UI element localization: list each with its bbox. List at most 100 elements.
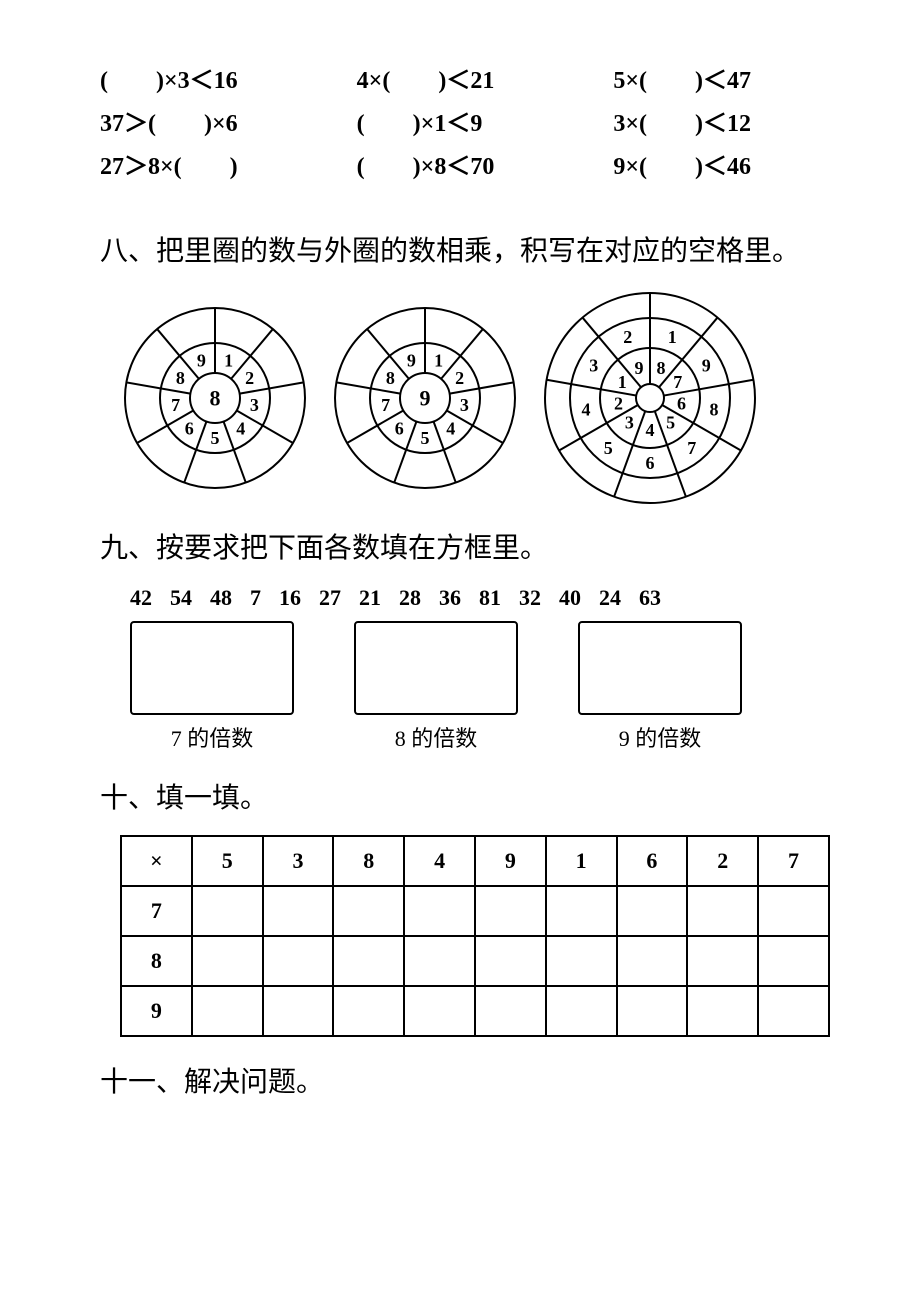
svg-text:2: 2 bbox=[245, 368, 254, 388]
number-item: 27 bbox=[319, 585, 341, 611]
svg-text:3: 3 bbox=[250, 395, 259, 415]
inequality-cell: 5×( )＜47 bbox=[613, 60, 830, 95]
inequalities-grid: ( )×3＜16 4×( )＜21 5×( )＜47 37＞( )×6 ( )×1＜9 3… bbox=[100, 60, 830, 181]
number-item: 81 bbox=[479, 585, 501, 611]
svg-text:2: 2 bbox=[614, 394, 623, 414]
inequality-cell: 9×( )＜46 bbox=[613, 146, 830, 181]
table-cell[interactable] bbox=[404, 986, 475, 1036]
table-cell[interactable] bbox=[546, 936, 617, 986]
svg-text:4: 4 bbox=[236, 419, 245, 439]
svg-text:9: 9 bbox=[702, 356, 711, 376]
inequality-cell: 37＞( )×6 bbox=[100, 103, 317, 138]
svg-text:9: 9 bbox=[420, 386, 431, 411]
box-label: 7 的倍数 bbox=[130, 721, 294, 753]
table-cell[interactable] bbox=[192, 936, 263, 986]
table-header-cell: 9 bbox=[475, 836, 546, 886]
number-item: 7 bbox=[250, 585, 261, 611]
table-cell[interactable] bbox=[617, 936, 688, 986]
table-cell[interactable] bbox=[263, 886, 334, 936]
table-cell[interactable] bbox=[687, 936, 758, 986]
number-item: 40 bbox=[559, 585, 581, 611]
table-row-head: 9 bbox=[121, 986, 192, 1036]
number-item: 28 bbox=[399, 585, 421, 611]
table-cell[interactable] bbox=[617, 986, 688, 1036]
svg-text:1: 1 bbox=[668, 327, 677, 347]
svg-text:9: 9 bbox=[407, 350, 416, 370]
boxes-row: 7 的倍数 8 的倍数 9 的倍数 bbox=[130, 621, 830, 753]
table-header-cell: 1 bbox=[546, 836, 617, 886]
answer-box[interactable] bbox=[354, 621, 518, 715]
table-cell[interactable] bbox=[263, 986, 334, 1036]
svg-text:1: 1 bbox=[434, 350, 443, 370]
table-cell[interactable] bbox=[192, 886, 263, 936]
table-row-head: 8 bbox=[121, 936, 192, 986]
table-cell[interactable] bbox=[758, 986, 829, 1036]
wheel-diagram: 1234567899 bbox=[330, 303, 520, 493]
svg-text:7: 7 bbox=[673, 372, 682, 392]
answer-box[interactable] bbox=[578, 621, 742, 715]
number-item: 63 bbox=[639, 585, 661, 611]
svg-text:1: 1 bbox=[224, 350, 233, 370]
section-10-title: 十、填一填。 bbox=[100, 778, 830, 820]
table-cell[interactable] bbox=[617, 886, 688, 936]
box-group: 8 的倍数 bbox=[354, 621, 518, 753]
svg-text:5: 5 bbox=[666, 413, 675, 433]
wheels-row: 12345678981234567899876543219198765432 bbox=[120, 288, 830, 508]
inequality-cell: ( )×8＜70 bbox=[357, 146, 574, 181]
table-cell[interactable] bbox=[404, 886, 475, 936]
inequality-cell: 3×( )＜12 bbox=[613, 103, 830, 138]
svg-text:2: 2 bbox=[455, 368, 464, 388]
wheel-diagram: 1234567898 bbox=[120, 303, 310, 493]
section-8-title: 八、把里圈的数与外圈的数相乘，积写在对应的空格里。 bbox=[100, 231, 830, 273]
section-9-title: 九、按要求把下面各数填在方框里。 bbox=[100, 528, 830, 570]
svg-text:4: 4 bbox=[446, 419, 455, 439]
svg-text:7: 7 bbox=[171, 395, 180, 415]
table-header-cell: 6 bbox=[617, 836, 688, 886]
number-item: 42 bbox=[130, 585, 152, 611]
number-item: 54 bbox=[170, 585, 192, 611]
table-cell[interactable] bbox=[758, 886, 829, 936]
table-cell[interactable] bbox=[758, 936, 829, 986]
number-item: 32 bbox=[519, 585, 541, 611]
table-cell[interactable] bbox=[546, 986, 617, 1036]
svg-text:1: 1 bbox=[618, 372, 627, 392]
svg-text:6: 6 bbox=[646, 453, 655, 473]
table-cell[interactable] bbox=[687, 886, 758, 936]
table-cell[interactable] bbox=[404, 936, 475, 986]
number-item: 36 bbox=[439, 585, 461, 611]
svg-text:7: 7 bbox=[687, 438, 696, 458]
box-label: 8 的倍数 bbox=[354, 721, 518, 753]
table-header-cell: 3 bbox=[263, 836, 334, 886]
table-cell[interactable] bbox=[546, 886, 617, 936]
numbers-row: 425448716272128368132402463 bbox=[130, 585, 830, 611]
svg-text:2: 2 bbox=[623, 327, 632, 347]
svg-text:9: 9 bbox=[635, 358, 644, 378]
svg-text:5: 5 bbox=[421, 428, 430, 448]
number-item: 24 bbox=[599, 585, 621, 611]
box-group: 7 的倍数 bbox=[130, 621, 294, 753]
svg-text:3: 3 bbox=[625, 413, 634, 433]
number-item: 16 bbox=[279, 585, 301, 611]
table-cell[interactable] bbox=[333, 886, 404, 936]
table-cell[interactable] bbox=[333, 936, 404, 986]
table-header-cell: 5 bbox=[192, 836, 263, 886]
table-cell[interactable] bbox=[475, 886, 546, 936]
inequality-cell: 27＞8×( ) bbox=[100, 146, 317, 181]
inequality-cell: ( )×3＜16 bbox=[100, 60, 317, 95]
table-cell[interactable] bbox=[263, 936, 334, 986]
box-group: 9 的倍数 bbox=[578, 621, 742, 753]
answer-box[interactable] bbox=[130, 621, 294, 715]
svg-text:8: 8 bbox=[176, 368, 185, 388]
table-cell[interactable] bbox=[333, 986, 404, 1036]
table-cell[interactable] bbox=[192, 986, 263, 1036]
table-cell[interactable] bbox=[687, 986, 758, 1036]
svg-text:9: 9 bbox=[197, 350, 206, 370]
table-cell[interactable] bbox=[475, 936, 546, 986]
inequality-cell: ( )×1＜9 bbox=[357, 103, 574, 138]
wheel-diagram: 876543219198765432 bbox=[540, 288, 760, 508]
svg-text:4: 4 bbox=[581, 399, 590, 419]
inequality-cell: 4×( )＜21 bbox=[357, 60, 574, 95]
table-cell[interactable] bbox=[475, 986, 546, 1036]
table-header-cell: × bbox=[121, 836, 192, 886]
box-label: 9 的倍数 bbox=[578, 721, 742, 753]
